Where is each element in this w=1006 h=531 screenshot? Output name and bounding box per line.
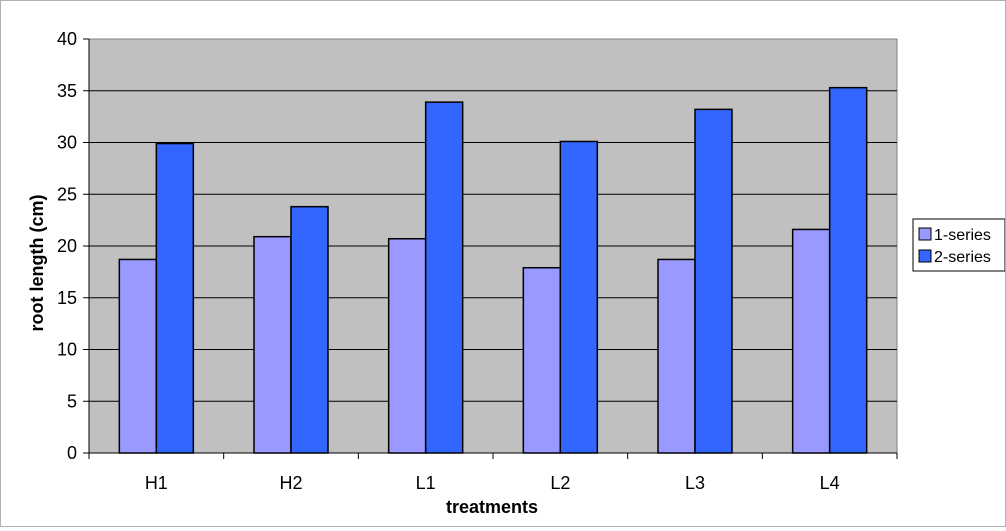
bar-h2-series-1 (253, 235, 292, 454)
y-tick-label: 20 (57, 236, 77, 256)
x-axis-title: treatments (446, 497, 538, 517)
legend-swatch-series-1 (918, 227, 932, 241)
y-tick-label: 35 (57, 81, 77, 101)
x-tick-label: H1 (145, 473, 168, 493)
axes (83, 38, 898, 459)
x-tick-label: L2 (550, 473, 570, 493)
gridlines (89, 90, 897, 402)
x-tick-label: L4 (820, 473, 840, 493)
legend: 1-series 2-series (912, 218, 1006, 272)
bar-l4-series-2 (828, 86, 868, 454)
legend-label-series-1: 1-series (934, 227, 991, 244)
y-tick-labels: 0 5 10 15 20 25 30 35 40 (57, 29, 77, 463)
bar-l3-series-1 (657, 258, 696, 454)
bars (118, 86, 868, 454)
bar-l2-series-1 (522, 266, 562, 454)
x-tick-label: L3 (685, 473, 705, 493)
legend-label-series-2: 2-series (934, 249, 991, 266)
y-tick-label: 30 (57, 133, 77, 153)
y-tick-label: 0 (67, 443, 77, 463)
bar-l2-series-2 (559, 140, 599, 454)
x-tick-label: H2 (279, 473, 302, 493)
y-tick-label: 15 (57, 288, 77, 308)
y-tick-label: 25 (57, 184, 77, 204)
bar-h1-series-2 (155, 142, 195, 454)
y-tick-label: 10 (57, 340, 77, 360)
x-tick-labels: H1 H2 L1 L2 L3 L4 (145, 473, 840, 493)
x-tick-label: L1 (416, 473, 436, 493)
y-axis-title: root length (cm) (27, 195, 47, 332)
bar-l4-series-1 (791, 228, 831, 454)
bar-h1-series-1 (118, 258, 158, 454)
bar-h2-series-2 (290, 205, 329, 454)
bar-l3-series-2 (694, 108, 733, 454)
y-tick-label: 5 (67, 391, 77, 411)
bar-l1-series-2 (424, 101, 464, 454)
y-tick-label: 40 (57, 29, 77, 49)
legend-swatch-series-2 (918, 249, 932, 263)
bar-l1-series-1 (387, 238, 427, 454)
